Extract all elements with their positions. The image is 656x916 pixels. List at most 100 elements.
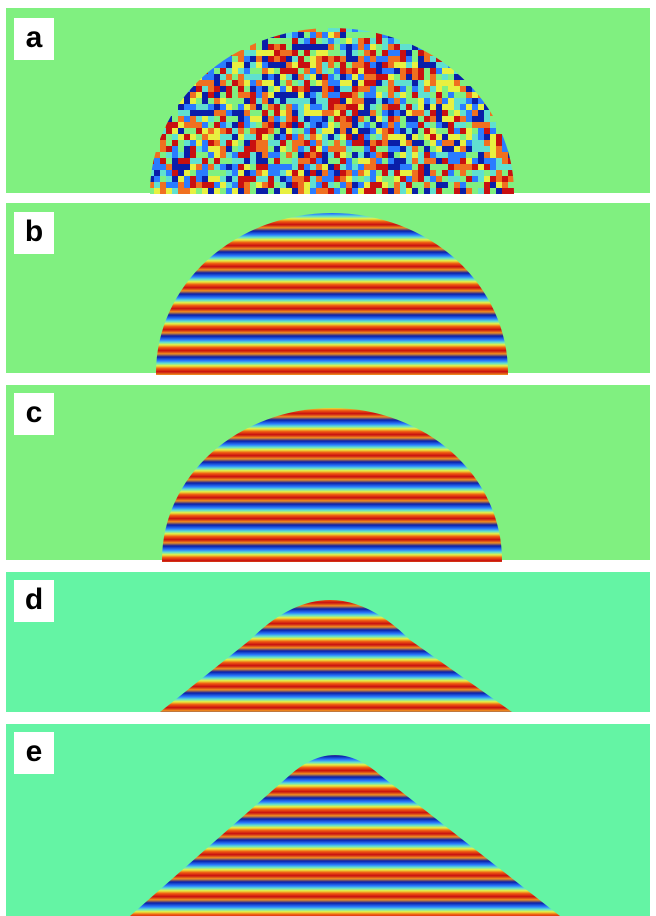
noise-cell: [286, 80, 292, 86]
noise-cell: [382, 182, 388, 188]
noise-cell: [394, 128, 400, 134]
noise-cell: [328, 92, 334, 98]
noise-cell: [172, 176, 178, 182]
noise-cell: [328, 74, 334, 80]
noise-cell: [286, 62, 292, 68]
noise-cell: [364, 164, 370, 170]
noise-cell: [376, 50, 382, 56]
noise-cell: [292, 176, 298, 182]
noise-cell: [496, 158, 502, 164]
noise-cell: [262, 134, 268, 140]
noise-cell: [382, 50, 388, 56]
noise-cell: [166, 152, 172, 158]
noise-cell: [484, 134, 490, 140]
noise-cell: [448, 134, 454, 140]
noise-cell: [436, 170, 442, 176]
noise-cell: [286, 122, 292, 128]
noise-cell: [370, 92, 376, 98]
noise-cell: [274, 86, 280, 92]
noise-cell: [292, 134, 298, 140]
noise-cell: [178, 152, 184, 158]
noise-cell: [346, 170, 352, 176]
noise-cell: [490, 134, 496, 140]
noise-cell: [400, 56, 406, 62]
noise-cell: [304, 110, 310, 116]
noise-cell: [436, 110, 442, 116]
noise-cell: [448, 104, 454, 110]
noise-cell: [262, 158, 268, 164]
noise-cell: [358, 98, 364, 104]
noise-cell: [424, 176, 430, 182]
noise-cell: [208, 86, 214, 92]
noise-cell: [304, 146, 310, 152]
noise-cell: [400, 176, 406, 182]
noise-cell: [244, 182, 250, 188]
noise-cell: [244, 56, 250, 62]
noise-cell: [454, 134, 460, 140]
noise-cell: [220, 80, 226, 86]
noise-cell: [400, 188, 406, 194]
noise-cell: [280, 86, 286, 92]
noise-cell: [466, 158, 472, 164]
noise-cell: [274, 80, 280, 86]
noise-cell: [340, 38, 346, 44]
noise-cell: [286, 86, 292, 92]
noise-cell: [424, 74, 430, 80]
noise-cell: [322, 170, 328, 176]
noise-cell: [298, 98, 304, 104]
noise-cell: [178, 182, 184, 188]
noise-cell: [394, 104, 400, 110]
noise-cell: [484, 140, 490, 146]
noise-cell: [250, 80, 256, 86]
noise-cell: [166, 170, 172, 176]
noise-cell: [322, 128, 328, 134]
noise-cell: [424, 182, 430, 188]
noise-cell: [226, 146, 232, 152]
noise-cell: [268, 104, 274, 110]
noise-cell: [436, 176, 442, 182]
noise-cell: [358, 38, 364, 44]
noise-cell: [220, 68, 226, 74]
noise-cell: [298, 74, 304, 80]
noise-cell: [208, 122, 214, 128]
noise-cell: [298, 134, 304, 140]
noise-cell: [298, 170, 304, 176]
noise-cell: [238, 122, 244, 128]
noise-cell: [394, 74, 400, 80]
noise-cell: [358, 86, 364, 92]
noise-cell: [310, 38, 316, 44]
noise-cell: [190, 176, 196, 182]
noise-cell: [382, 116, 388, 122]
noise-cell: [256, 146, 262, 152]
noise-cell: [208, 182, 214, 188]
noise-cell: [490, 170, 496, 176]
noise-cell: [370, 56, 376, 62]
noise-cell: [184, 122, 190, 128]
noise-cell: [400, 170, 406, 176]
noise-cell: [250, 122, 256, 128]
noise-cell: [220, 92, 226, 98]
noise-cell: [304, 140, 310, 146]
noise-cell: [328, 50, 334, 56]
noise-cell: [490, 140, 496, 146]
noise-cell: [202, 92, 208, 98]
noise-cell: [250, 68, 256, 74]
noise-cell: [460, 128, 466, 134]
noise-cell: [406, 128, 412, 134]
noise-cell: [352, 182, 358, 188]
noise-cell: [340, 170, 346, 176]
noise-cell: [160, 182, 166, 188]
noise-cell: [466, 104, 472, 110]
noise-cell: [388, 116, 394, 122]
noise-cell: [310, 110, 316, 116]
noise-cell: [442, 74, 448, 80]
noise-cell: [328, 188, 334, 194]
noise-cell: [310, 44, 316, 50]
noise-cell: [328, 170, 334, 176]
noise-cell: [364, 92, 370, 98]
noise-cell: [406, 152, 412, 158]
noise-cell: [328, 44, 334, 50]
noise-cell: [214, 134, 220, 140]
noise-cell: [226, 110, 232, 116]
noise-cell: [172, 158, 178, 164]
